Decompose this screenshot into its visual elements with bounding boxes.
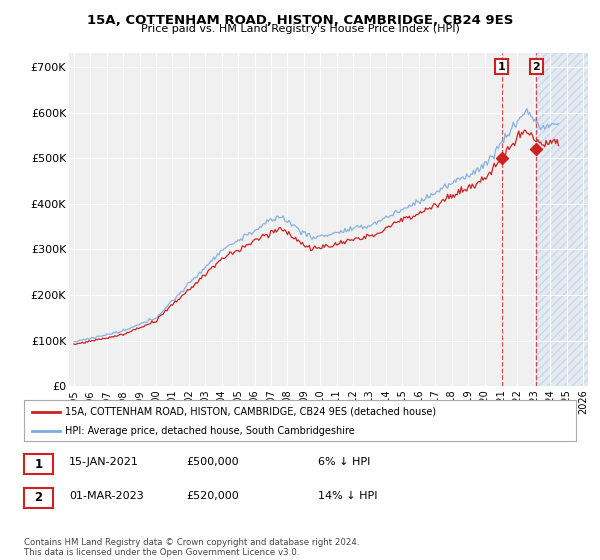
Text: 15A, COTTENHAM ROAD, HISTON, CAMBRIDGE, CB24 9ES (detached house): 15A, COTTENHAM ROAD, HISTON, CAMBRIDGE, …	[65, 407, 437, 417]
Text: 1: 1	[34, 458, 43, 471]
Text: £520,000: £520,000	[186, 491, 239, 501]
Text: HPI: Average price, detached house, South Cambridgeshire: HPI: Average price, detached house, Sout…	[65, 426, 355, 436]
Text: Contains HM Land Registry data © Crown copyright and database right 2024.
This d: Contains HM Land Registry data © Crown c…	[24, 538, 359, 557]
Text: 1: 1	[498, 62, 505, 72]
Text: 14% ↓ HPI: 14% ↓ HPI	[318, 491, 377, 501]
Text: 01-MAR-2023: 01-MAR-2023	[69, 491, 144, 501]
Text: 2: 2	[34, 491, 43, 505]
Text: 2: 2	[533, 62, 541, 72]
Text: 15-JAN-2021: 15-JAN-2021	[69, 457, 139, 467]
Bar	[536, 53, 588, 386]
Text: 6% ↓ HPI: 6% ↓ HPI	[318, 457, 370, 467]
Bar	[536, 53, 588, 386]
Text: £500,000: £500,000	[186, 457, 239, 467]
Text: 15A, COTTENHAM ROAD, HISTON, CAMBRIDGE, CB24 9ES: 15A, COTTENHAM ROAD, HISTON, CAMBRIDGE, …	[87, 14, 513, 27]
Text: Price paid vs. HM Land Registry's House Price Index (HPI): Price paid vs. HM Land Registry's House …	[140, 24, 460, 34]
